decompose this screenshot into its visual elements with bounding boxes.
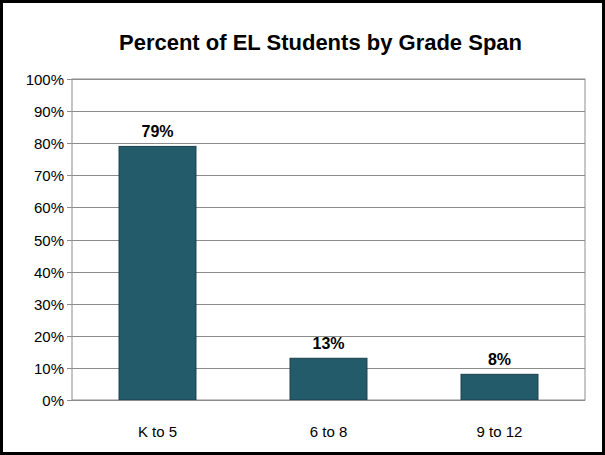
chart-title: Percent of EL Students by Grade Span xyxy=(119,30,522,55)
y-tick-label: 0% xyxy=(42,392,64,409)
bars xyxy=(119,146,538,400)
tick-mark xyxy=(67,207,72,208)
data-labels: 79% 13% 8% xyxy=(141,123,511,368)
background xyxy=(0,0,605,455)
tick-mark xyxy=(67,272,72,273)
grid-line xyxy=(72,400,585,401)
x-tick-label: 6 to 8 xyxy=(310,423,348,440)
grid xyxy=(67,80,585,401)
tick-mark xyxy=(67,240,72,241)
plot-frame xyxy=(72,79,585,400)
data-label: 8% xyxy=(488,351,511,368)
y-tick-label: 40% xyxy=(34,264,64,281)
x-tick-label: 9 to 12 xyxy=(477,423,523,440)
y-tick-label: 90% xyxy=(34,103,64,120)
y-tick-label: 60% xyxy=(34,199,64,216)
y-tick-label: 100% xyxy=(26,71,64,88)
tick-mark xyxy=(67,400,72,401)
tick-mark xyxy=(67,111,72,112)
y-tick-labels: 0% 10% 20% 30% 40% 50% 60% 70% 80% 90% 100% xyxy=(26,71,64,409)
grid-line xyxy=(72,143,585,144)
tick-mark xyxy=(67,175,72,176)
x-tick-label: K to 5 xyxy=(138,423,177,440)
grid-line xyxy=(72,111,585,112)
y-tick-label: 10% xyxy=(34,360,64,377)
chart-svg: Percent of EL Students by Grade Span 0% 10… xyxy=(0,0,605,455)
y-tick-label: 80% xyxy=(34,135,64,152)
y-tick-label: 70% xyxy=(34,167,64,184)
data-label: 13% xyxy=(312,335,344,352)
x-tick-labels: K to 5 6 to 8 9 to 12 xyxy=(138,423,523,440)
y-tick-label: 20% xyxy=(34,328,64,345)
tick-mark xyxy=(67,368,72,369)
bar xyxy=(461,374,538,400)
grid-line xyxy=(72,79,585,80)
tick-mark xyxy=(67,336,72,337)
tick-mark xyxy=(67,304,72,305)
bar xyxy=(119,146,196,400)
tick-mark xyxy=(67,79,72,80)
y-tick-label: 50% xyxy=(34,232,64,249)
data-label: 79% xyxy=(141,123,173,140)
bar xyxy=(290,358,367,400)
chart-container: Percent of EL Students by Grade Span 0% 10… xyxy=(0,0,605,455)
outer-frame xyxy=(2,2,604,454)
y-tick-label: 30% xyxy=(34,296,64,313)
tick-mark xyxy=(67,143,72,144)
